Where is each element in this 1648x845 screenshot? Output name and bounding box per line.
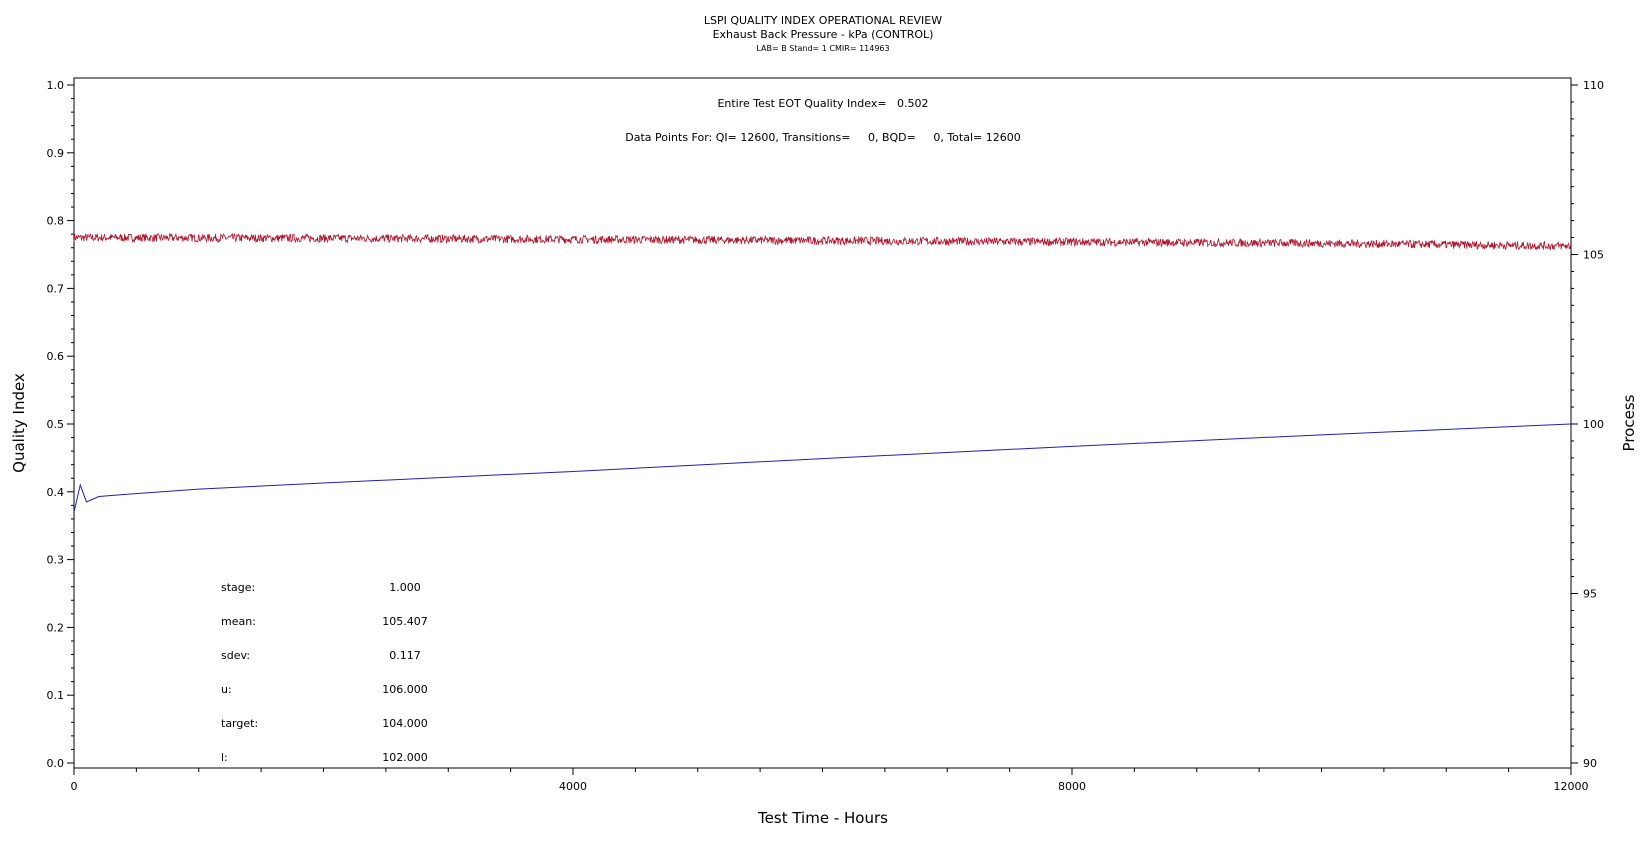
left-y-tick-label: 0.0 — [47, 757, 65, 770]
stat-value: 106.000 — [382, 683, 428, 696]
left-y-tick-label: 0.2 — [47, 621, 65, 634]
left-y-tick-label: 0.7 — [47, 282, 65, 295]
right-y-tick-label: 105 — [1583, 249, 1604, 262]
x-axis: 0 4000 8000 12000 — [71, 768, 1589, 793]
right-y-tick-label: 110 — [1583, 79, 1604, 92]
left-y-axis-label: Quality Index — [10, 373, 28, 473]
left-y-tick-label: 0.1 — [47, 689, 65, 702]
x-tick-label: 4000 — [559, 780, 587, 793]
left-y-axis: 0.0 0.1 0.2 0.3 0.4 0.5 0.6 0.7 0.8 0.9 1.0 — [47, 79, 74, 770]
stat-label: mean: — [221, 615, 256, 628]
left-y-tick-label: 0.9 — [47, 147, 65, 160]
series-layer — [73, 232, 1572, 513]
process-series-line — [73, 232, 1572, 251]
x-tick-label: 8000 — [1058, 780, 1086, 793]
stat-value: 105.407 — [382, 615, 428, 628]
stat-label: l: — [221, 751, 228, 764]
stat-value: 1.000 — [389, 581, 421, 594]
left-y-tick-label: 0.4 — [47, 486, 65, 499]
left-y-tick-label: 0.3 — [47, 554, 65, 567]
quality-index-series-line — [73, 423, 1572, 513]
left-y-tick-label: 0.8 — [47, 215, 65, 228]
stat-value: 102.000 — [382, 751, 428, 764]
quality-index-annotation: Entire Test EOT Quality Index= 0.502 — [717, 97, 928, 110]
stat-value: 104.000 — [382, 717, 428, 730]
left-y-tick-label: 0.6 — [47, 350, 65, 363]
chart-title: LSPI QUALITY INDEX OPERATIONAL REVIEW — [704, 14, 942, 27]
left-y-tick-label: 1.0 — [47, 79, 65, 92]
stat-label: u: — [221, 683, 232, 696]
x-axis-label: Test Time - Hours — [757, 809, 888, 827]
x-tick-label: 12000 — [1554, 780, 1589, 793]
stats-table: stage: 1.000 mean: 105.407 sdev: 0.117 u: 106.0… — [221, 581, 428, 764]
right-y-tick-label: 100 — [1583, 418, 1604, 431]
chart-subtitle: Exhaust Back Pressure - kPa (CONTROL) — [713, 28, 934, 41]
left-y-tick-label: 0.5 — [47, 418, 65, 431]
right-y-tick-label: 90 — [1583, 757, 1597, 770]
right-y-axis: 90 95 100 105 110 — [1571, 79, 1604, 770]
stat-label: target: — [221, 717, 258, 730]
right-y-axis-label: Process — [1620, 394, 1638, 451]
right-y-tick-label: 95 — [1583, 588, 1597, 601]
chart-header-line: LAB= B Stand= 1 CMIR= 114963 — [756, 44, 889, 53]
stat-value: 0.117 — [389, 649, 421, 662]
stat-label: sdev: — [221, 649, 250, 662]
data-points-annotation: Data Points For: QI= 12600, Transitions=… — [625, 131, 1020, 144]
plot-frame — [73, 77, 1572, 769]
x-tick-label: 0 — [71, 780, 78, 793]
stat-label: stage: — [221, 581, 255, 594]
